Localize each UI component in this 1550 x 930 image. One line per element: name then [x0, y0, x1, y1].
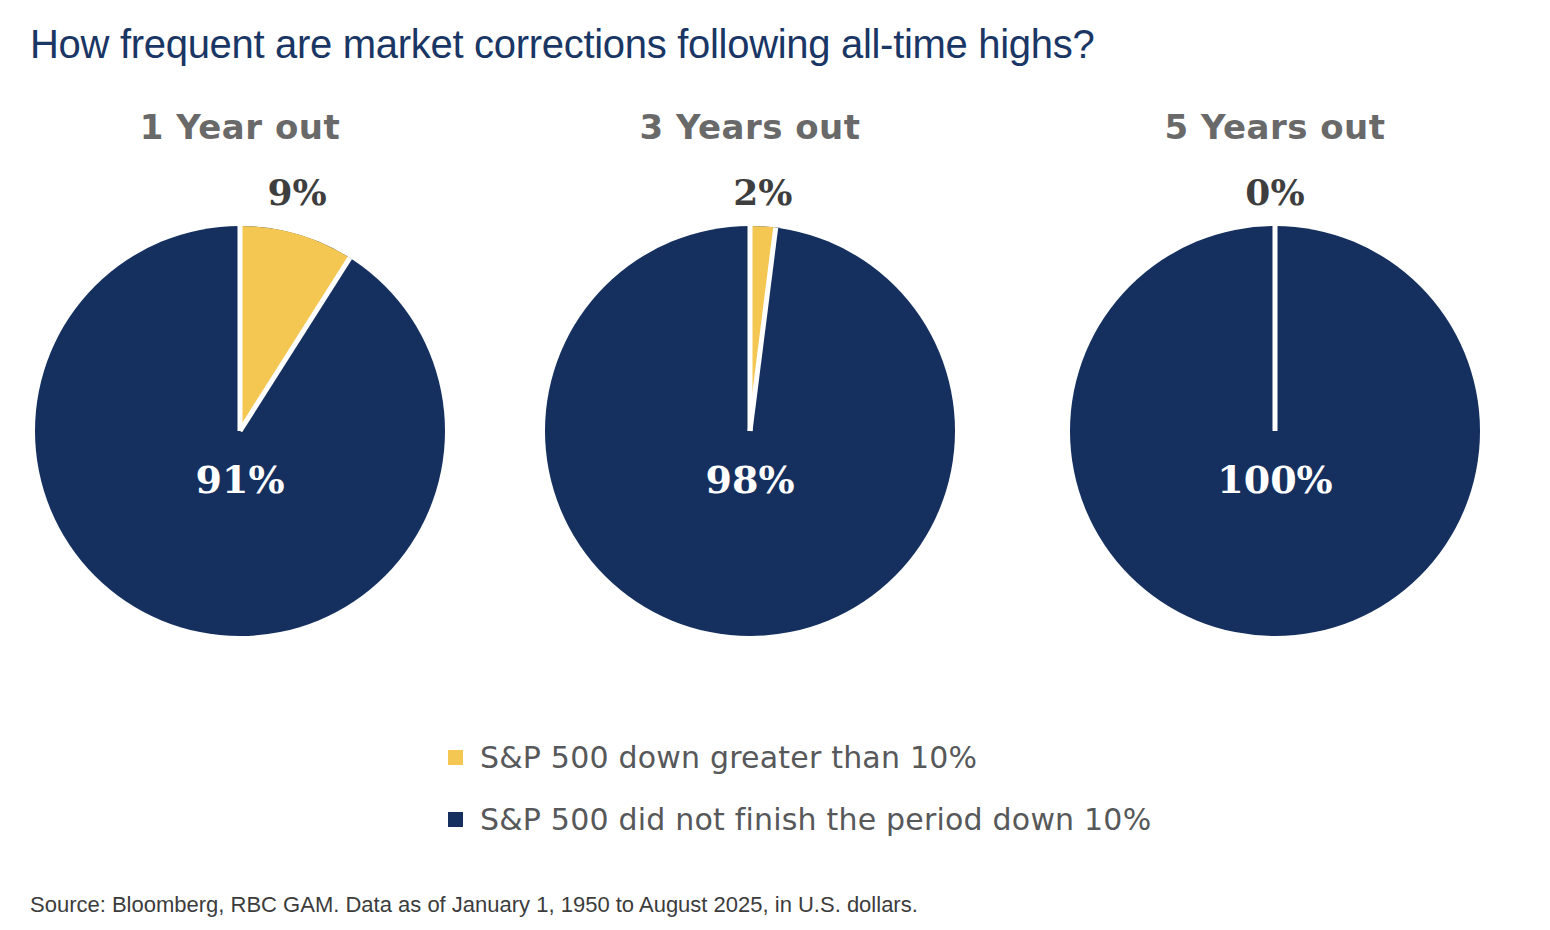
- legend-item-label: S&P 500 down greater than 10%: [480, 740, 977, 775]
- page-title: How frequent are market corrections foll…: [30, 22, 1550, 67]
- legend-swatch-yellow: [448, 750, 463, 765]
- legend-item-down: S&P 500 down greater than 10%: [448, 740, 1550, 776]
- chart-page: How frequent are market corrections foll…: [0, 22, 1550, 930]
- slice-value-label: 0%: [1245, 171, 1304, 213]
- slice-majority-label: 91%: [196, 456, 285, 501]
- pie-svg: [1065, 221, 1485, 641]
- source-note: Source: Bloomberg, RBC GAM. Data as of J…: [30, 892, 1550, 918]
- pie-svg: [30, 221, 450, 641]
- legend-swatch-navy: [448, 812, 463, 827]
- legend-item-label: S&P 500 did not finish the period down 1…: [480, 802, 1151, 837]
- pie-svg: [540, 221, 960, 641]
- pie-area: 0% 100%: [1065, 221, 1485, 641]
- pie-area: 9% 91%: [30, 221, 450, 641]
- pie-heading: 1 Year out: [140, 107, 340, 147]
- pie-chart-5-years: 5 Years out 0% 100%: [1065, 107, 1485, 641]
- legend: S&P 500 down greater than 10% S&P 500 di…: [448, 740, 1550, 838]
- slice-value-label: 9%: [268, 171, 327, 213]
- pie-heading: 5 Years out: [1164, 107, 1385, 147]
- slice-majority-label: 98%: [706, 456, 795, 501]
- pie-heading: 3 Years out: [639, 107, 860, 147]
- pie-charts-row: 1 Year out 9% 91% 3 Years out 2%: [30, 107, 1550, 641]
- slice-majority-label: 100%: [1217, 456, 1332, 501]
- legend-item-not-down: S&P 500 did not finish the period down 1…: [448, 802, 1550, 838]
- pie-chart-1-year: 1 Year out 9% 91%: [30, 107, 450, 641]
- pie-chart-3-years: 3 Years out 2% 98%: [540, 107, 960, 641]
- slice-value-label: 2%: [733, 171, 792, 213]
- pie-area: 2% 98%: [540, 221, 960, 641]
